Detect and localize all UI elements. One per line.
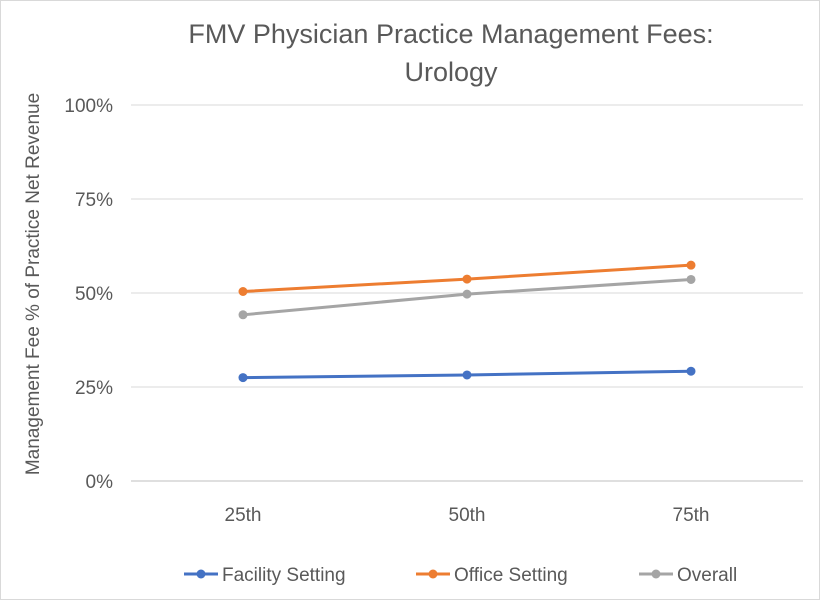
series-group: [238, 260, 696, 383]
legend-item-overall: Overall: [639, 565, 737, 586]
data-point-overall: [462, 289, 472, 299]
x-tick-label: 75th: [673, 505, 710, 526]
data-point-office-setting: [686, 260, 696, 270]
data-point-facility-setting: [686, 366, 696, 376]
data-point-overall: [686, 274, 696, 284]
legend-item-facility-setting: Facility Setting: [184, 565, 346, 586]
legend-marker: [428, 569, 438, 579]
y-tick-label: 0%: [86, 472, 114, 493]
legend-marker: [651, 569, 661, 579]
data-point-facility-setting: [238, 373, 248, 383]
y-axis-ticks: 0% 25% 50% 75% 100%: [64, 96, 113, 493]
legend-marker: [196, 569, 206, 579]
data-point-overall: [238, 310, 248, 320]
legend-label: Office Setting: [454, 565, 568, 586]
y-axis-label: Management Fee % of Practice Net Revenue: [23, 93, 44, 475]
y-tick-label: 75%: [75, 190, 113, 211]
series-office-setting: [238, 260, 696, 296]
series-overall: [238, 274, 696, 320]
legend-label: Facility Setting: [222, 565, 346, 586]
y-tick-label: 50%: [75, 284, 113, 305]
x-tick-label: 50th: [449, 505, 486, 526]
data-point-facility-setting: [462, 370, 472, 380]
y-tick-label: 25%: [75, 378, 113, 399]
chart-title-line-1: FMV Physician Practice Management Fees:: [188, 19, 713, 49]
y-tick-label: 100%: [64, 96, 113, 117]
series-facility-setting: [238, 366, 696, 383]
data-point-office-setting: [462, 274, 472, 284]
x-tick-label: 25th: [225, 505, 262, 526]
legend-label: Overall: [677, 565, 737, 586]
x-axis-ticks: 25th 50th 75th: [225, 505, 710, 526]
data-point-office-setting: [238, 286, 248, 296]
chart-title-line-2: Urology: [404, 57, 498, 87]
legend: Facility Setting Office Setting Overall: [184, 565, 737, 586]
legend-item-office-setting: Office Setting: [416, 565, 568, 586]
chart-title: FMV Physician Practice Management Fees: …: [188, 19, 713, 87]
